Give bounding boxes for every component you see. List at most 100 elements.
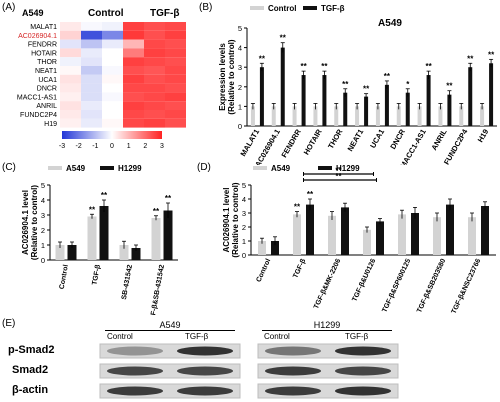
- blot-row-label-bactin: β-actin: [12, 384, 49, 396]
- blot-cellline-h1299: H1299: [313, 320, 341, 330]
- heatmap-cell: [165, 57, 186, 66]
- y-tick-label: 2: [238, 83, 242, 92]
- y-tick-label: 1: [238, 102, 242, 111]
- panel-a: (A) A549 Control TGF-β MALAT1 AC026904.1 FEND…: [0, 0, 190, 165]
- heatmap-cell: [102, 57, 123, 66]
- heatmap-cell: [123, 101, 144, 110]
- heatmap-cell: [81, 110, 102, 119]
- heatmap-cell: [123, 83, 144, 93]
- bar: [163, 210, 173, 260]
- panel-b: (B) 0 1 2 3 4 5 Expression levels (Relative to …: [195, 0, 500, 165]
- y-tick-label: 3: [41, 211, 45, 220]
- bar: [131, 248, 141, 260]
- heatmap-cell: [102, 30, 123, 40]
- bar: [293, 214, 301, 255]
- bar: [396, 106, 401, 126]
- heatmap-cell: [123, 74, 144, 84]
- heatmap-cell: [102, 83, 123, 93]
- sig-mark: **: [446, 82, 453, 91]
- heatmap-cell: [123, 39, 144, 49]
- heatmap-cell: [60, 83, 81, 93]
- heatmap-cell: [144, 101, 165, 110]
- heatmap-scale-tick: 0: [110, 143, 114, 150]
- x-tick-label: TGF-β&SB203580: [416, 258, 447, 314]
- heatmap-gene-label: MACC1-AS1: [17, 94, 57, 101]
- bar: [363, 229, 371, 255]
- blot-band: [335, 366, 391, 376]
- blot-band: [335, 386, 391, 396]
- blot-strip: [257, 363, 399, 379]
- heatmap-cell: [102, 48, 123, 58]
- western-blot: [99, 343, 399, 399]
- heatmap-cell: [102, 39, 123, 49]
- heatmap-cell: [165, 48, 186, 58]
- heatmap-cell: [102, 101, 123, 110]
- y-tick-label: 1: [242, 237, 246, 246]
- y-tick-label: 5: [41, 181, 45, 190]
- panel-d: (D) 0 1 2 3 4 5 AC026904.1 level (Relative to c…: [193, 160, 500, 315]
- legend-label-a549: A549: [271, 164, 291, 173]
- heatmap-cell: [123, 57, 144, 66]
- x-tick-label: ANRIL: [429, 127, 448, 152]
- heatmap-cell: [81, 118, 102, 128]
- heatmap-cell: [165, 22, 186, 31]
- sig-mark: **: [280, 34, 287, 43]
- blot-band: [265, 346, 321, 356]
- heatmap-cell: [165, 83, 186, 93]
- blot-strip: [257, 343, 399, 359]
- heatmap-gene-label: THOR: [37, 59, 57, 66]
- bar: [334, 106, 339, 126]
- y-axis-label: (Relative to control): [231, 182, 240, 257]
- blot-cond-h1299-control: Control: [264, 332, 290, 341]
- legend-label-h1299: H1299: [118, 164, 142, 173]
- blot-band: [107, 386, 163, 396]
- heatmap-cell: [60, 57, 81, 66]
- bar: [446, 204, 454, 255]
- bar: [271, 241, 279, 255]
- bar: [322, 75, 327, 126]
- bar: [119, 245, 129, 260]
- chart-d: 0 1 2 3 4 5 AC026904.1 level (Relative to contr…: [222, 164, 496, 315]
- sig-mark: **: [307, 190, 314, 199]
- x-tick-label: FENDRR: [279, 127, 303, 159]
- bar: [87, 216, 97, 260]
- chart-b: 0 1 2 3 4 5 Expression levels (Relative to cont…: [218, 4, 497, 165]
- heatmap-cell: [123, 110, 144, 119]
- heatmap-cell: [102, 92, 123, 102]
- heatmap-cell: [123, 22, 144, 31]
- heatmap-cell: [60, 22, 81, 31]
- blot-line-h1299: [262, 330, 392, 331]
- blot-strip: [99, 363, 241, 379]
- y-tick-label: 1: [41, 241, 45, 250]
- x-tick-label: TGF-β&SB-431542: [148, 264, 166, 315]
- legend-label-tgfb: TGF-β: [321, 4, 345, 13]
- x-tick-label: Control: [255, 258, 272, 284]
- legend-label-control: Control: [268, 4, 296, 13]
- heatmap-group-tgfb: TGF-β: [150, 8, 179, 19]
- blot-band: [177, 366, 233, 376]
- heatmap-gene-label: UCA1: [38, 77, 57, 84]
- heatmap-cell: [144, 57, 165, 66]
- x-tick-label: TGF-β: [91, 263, 102, 285]
- x-tick-label: DNCR: [388, 127, 407, 151]
- y-tick-label: 2: [242, 223, 246, 232]
- bar: [341, 207, 349, 255]
- bar: [364, 96, 369, 126]
- y-axis-label: AC026904.1 level: [21, 190, 30, 255]
- heatmap-gene-label: H19: [44, 121, 57, 128]
- bar: [301, 75, 306, 126]
- bar: [411, 213, 419, 255]
- panel-d-label: (D): [197, 162, 211, 173]
- bar: [271, 106, 276, 126]
- legend-label-h1299: H1299: [336, 164, 360, 173]
- blot-cond-a549-control: Control: [107, 332, 133, 341]
- heatmap-gene-label: MALAT1: [30, 24, 57, 31]
- bar: [151, 218, 161, 260]
- heatmap-scale-tick: 3: [160, 143, 164, 150]
- heatmap-gene-label: HOTAIR: [31, 50, 57, 57]
- blot-band: [107, 346, 163, 356]
- heatmap-cell: [60, 48, 81, 58]
- x-tick-label: TGF-β&SP600125: [381, 258, 412, 314]
- bar: [468, 67, 473, 126]
- blot-band: [177, 386, 233, 396]
